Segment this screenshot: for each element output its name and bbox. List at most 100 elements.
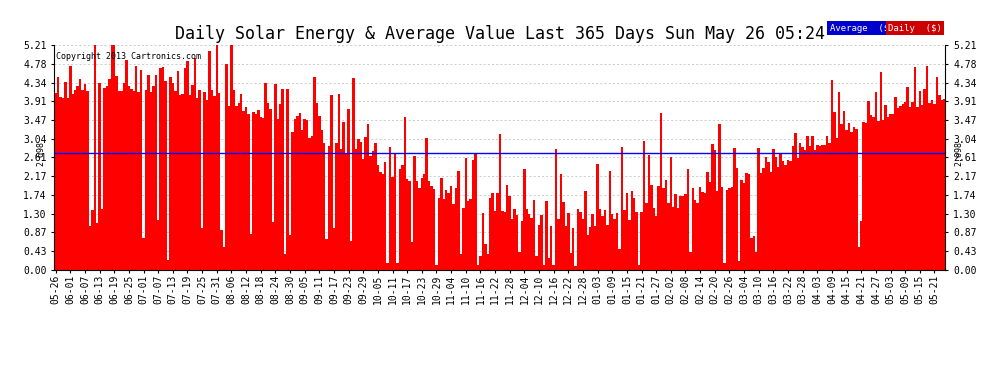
- Bar: [118, 91, 121, 270]
- Bar: [235, 106, 238, 270]
- Bar: [628, 220, 631, 270]
- Title: Daily Solar Energy & Average Value Last 365 Days Sun May 26 05:24: Daily Solar Energy & Average Value Last …: [175, 26, 825, 44]
- Bar: [514, 209, 516, 270]
- Bar: [877, 121, 879, 270]
- Bar: [638, 265, 641, 270]
- Bar: [894, 97, 897, 270]
- Bar: [154, 75, 157, 270]
- Bar: [446, 190, 447, 270]
- Bar: [872, 117, 874, 270]
- Bar: [538, 225, 541, 270]
- Text: 2.698: 2.698: [954, 141, 963, 166]
- Bar: [633, 198, 636, 270]
- Text: Average  ($): Average ($): [830, 24, 894, 33]
- Bar: [536, 256, 538, 270]
- Bar: [443, 199, 446, 270]
- Bar: [389, 147, 391, 270]
- Bar: [579, 212, 582, 270]
- Bar: [413, 156, 416, 270]
- Bar: [943, 99, 945, 270]
- Bar: [340, 149, 343, 270]
- Bar: [504, 212, 506, 270]
- Bar: [186, 61, 189, 270]
- Bar: [91, 210, 93, 270]
- Bar: [286, 89, 289, 270]
- Bar: [667, 202, 669, 270]
- Bar: [143, 238, 145, 270]
- Bar: [589, 226, 591, 270]
- Bar: [682, 196, 684, 270]
- Bar: [331, 95, 333, 270]
- Bar: [208, 51, 211, 270]
- Bar: [149, 92, 152, 270]
- Bar: [916, 107, 919, 270]
- Bar: [352, 78, 354, 270]
- Bar: [784, 165, 787, 270]
- Bar: [301, 130, 304, 270]
- Bar: [96, 224, 98, 270]
- Bar: [528, 214, 531, 270]
- Bar: [887, 117, 889, 270]
- Bar: [523, 170, 526, 270]
- Bar: [93, 41, 96, 270]
- Bar: [819, 146, 821, 270]
- Bar: [779, 154, 782, 270]
- Bar: [552, 265, 554, 270]
- Bar: [86, 91, 89, 270]
- Bar: [921, 105, 924, 270]
- Bar: [857, 247, 860, 270]
- Bar: [811, 136, 814, 270]
- Bar: [816, 145, 819, 270]
- Bar: [416, 181, 418, 270]
- Bar: [914, 67, 916, 270]
- Bar: [381, 174, 384, 270]
- Bar: [804, 150, 806, 270]
- Bar: [624, 210, 626, 270]
- Bar: [496, 193, 499, 270]
- Bar: [543, 265, 545, 270]
- Bar: [223, 246, 226, 270]
- Bar: [71, 94, 74, 270]
- Bar: [213, 96, 216, 270]
- Bar: [484, 244, 486, 270]
- Bar: [619, 249, 621, 270]
- Bar: [349, 240, 352, 270]
- Bar: [733, 148, 736, 270]
- Bar: [98, 83, 101, 270]
- Bar: [884, 105, 887, 270]
- Bar: [359, 142, 362, 270]
- Bar: [904, 102, 907, 270]
- Bar: [326, 239, 328, 270]
- Bar: [426, 138, 428, 270]
- Bar: [447, 193, 449, 270]
- Bar: [191, 85, 194, 270]
- Bar: [506, 185, 509, 270]
- Bar: [372, 151, 374, 270]
- Text: Copyright 2013 Cartronics.com: Copyright 2013 Cartronics.com: [56, 52, 201, 61]
- Bar: [826, 136, 829, 270]
- Bar: [433, 189, 436, 270]
- Bar: [452, 204, 454, 270]
- Bar: [279, 104, 281, 270]
- Bar: [159, 68, 161, 270]
- Bar: [135, 66, 138, 270]
- Bar: [614, 219, 616, 270]
- Bar: [438, 198, 441, 270]
- Bar: [564, 226, 567, 270]
- Bar: [304, 119, 306, 270]
- Bar: [569, 253, 572, 270]
- Bar: [669, 157, 672, 270]
- Bar: [128, 86, 130, 270]
- Bar: [606, 225, 609, 270]
- Bar: [829, 142, 831, 270]
- Bar: [769, 172, 772, 270]
- Bar: [259, 117, 262, 270]
- Bar: [752, 237, 755, 270]
- Bar: [631, 191, 633, 270]
- Bar: [194, 58, 196, 270]
- Bar: [745, 172, 747, 270]
- Bar: [148, 75, 149, 270]
- Bar: [794, 133, 797, 270]
- Bar: [772, 149, 774, 270]
- Bar: [296, 116, 299, 270]
